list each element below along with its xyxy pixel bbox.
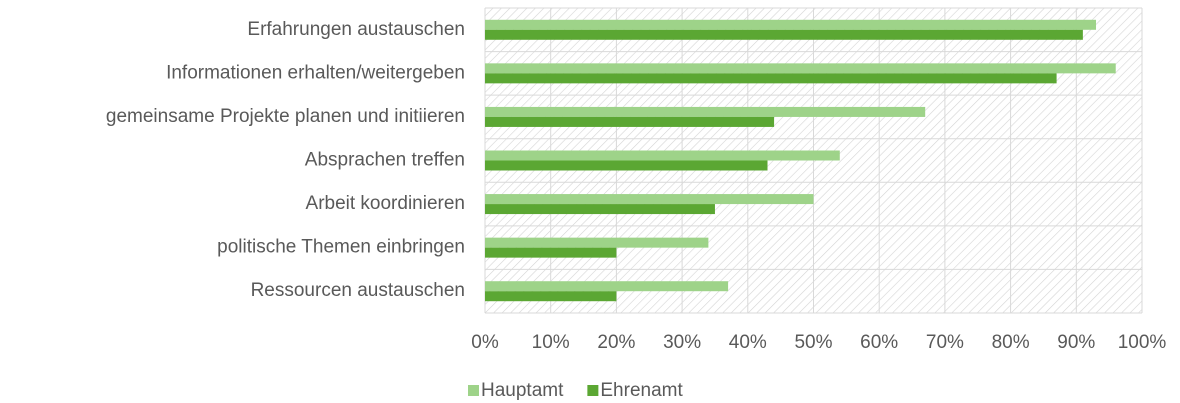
y-tick-label: Absprachen treffen: [305, 150, 465, 171]
legend-swatch: [587, 385, 599, 396]
x-tick-label: 30%: [663, 332, 701, 353]
y-tick-label: gemeinsame Projekte planen und initiiere…: [106, 106, 465, 127]
bar: [485, 237, 709, 248]
bar: [485, 204, 715, 215]
bar: [485, 73, 1057, 84]
y-tick-label: Erfahrungen austauschen: [247, 19, 465, 40]
y-tick-label: Informationen erhalten/weitergeben: [166, 62, 465, 83]
bar: [485, 19, 1097, 30]
x-tick-label: 90%: [1057, 332, 1095, 353]
y-tick-label: politische Themen einbringen: [217, 237, 465, 258]
bar: [485, 291, 617, 302]
x-tick-label: 60%: [860, 332, 898, 353]
bar: [485, 281, 729, 292]
x-tick-label: 100%: [1118, 332, 1167, 353]
x-tick-label: 0%: [471, 332, 499, 353]
bar: [485, 116, 775, 127]
x-tick-label: 50%: [794, 332, 832, 353]
bar: [485, 150, 840, 161]
y-tick-label: Ressourcen austauschen: [251, 280, 465, 301]
bar: [485, 247, 617, 258]
y-tick-label: Arbeit koordinieren: [306, 193, 465, 214]
x-tick-label: 10%: [532, 332, 570, 353]
bar: [485, 106, 926, 117]
legend-label: Hauptamt: [481, 380, 564, 401]
bar: [485, 194, 814, 205]
x-tick-label: 40%: [729, 332, 767, 353]
x-tick-label: 20%: [597, 332, 635, 353]
bar: [485, 29, 1083, 40]
x-tick-label: 80%: [992, 332, 1030, 353]
bar: [485, 160, 768, 171]
legend-swatch: [468, 385, 479, 396]
x-tick-label: 70%: [926, 332, 964, 353]
legend-label: Ehrenamt: [600, 380, 683, 401]
bar: [485, 63, 1116, 74]
